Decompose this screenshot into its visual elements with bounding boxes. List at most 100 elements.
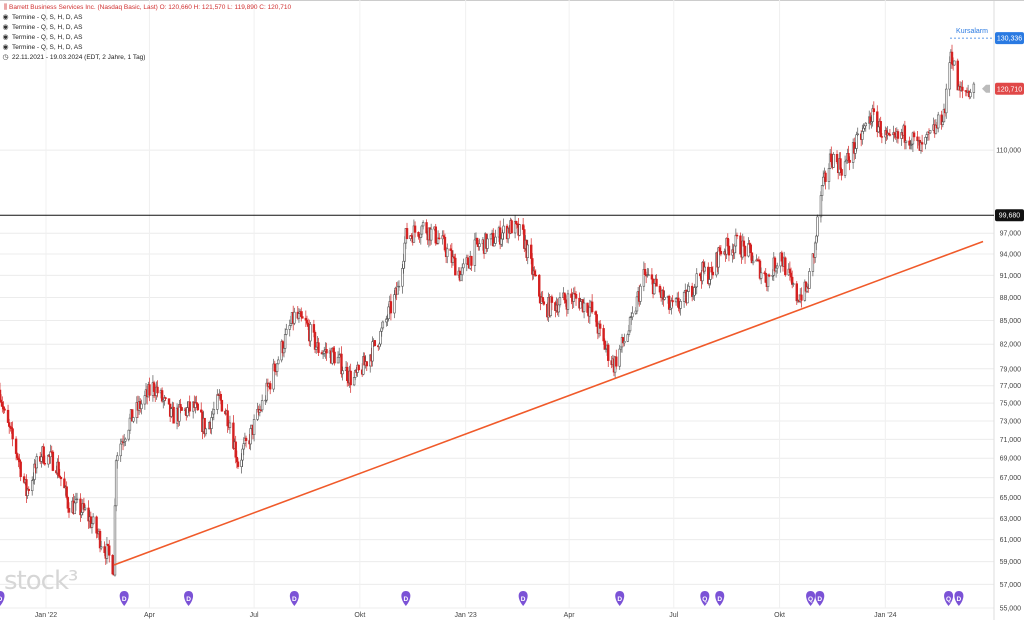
event-pin-icon — [0, 591, 5, 606]
candle-down — [475, 237, 479, 245]
candle-down — [742, 240, 746, 247]
y-tick-label: 73,000 — [1000, 418, 1022, 425]
candle-up — [116, 455, 119, 462]
eye-icon[interactable]: ◉ — [2, 14, 9, 21]
candle-up — [588, 306, 592, 317]
candle-up — [623, 340, 626, 344]
chart-legend: ⫼ Barrett Business Services Inc. (Nasdaq … — [2, 3, 291, 63]
candle-down — [172, 406, 175, 424]
legend-date-range[interactable]: ◷ 22.11.2021 - 19.03.2024 (EDT, 2 Jahre, … — [2, 53, 291, 63]
trendline — [113, 240, 984, 566]
candle-down — [602, 328, 605, 342]
eye-icon[interactable]: ◉ — [2, 44, 9, 51]
candle-up — [228, 422, 232, 428]
candle-down — [2, 406, 5, 410]
x-tick-label: Jul — [250, 612, 259, 619]
candle-up — [953, 60, 956, 66]
quarterly-event-marker[interactable]: Q — [806, 591, 816, 606]
dividend-event-marker[interactable]: D — [0, 591, 5, 606]
dividend-event-marker[interactable]: D — [119, 591, 129, 606]
candle-up — [822, 176, 825, 186]
dividend-event-marker[interactable]: D — [815, 591, 825, 606]
y-tick-label: 91,000 — [1000, 273, 1022, 280]
candle-down — [830, 153, 833, 163]
eye-icon[interactable]: ◉ — [2, 34, 9, 41]
candle-down — [888, 134, 892, 136]
candle-up — [462, 263, 465, 269]
legend-row-termine-2[interactable]: ◉ Termine - Q, S, H, D, AS — [2, 23, 291, 33]
y-tick-label: 97,000 — [1000, 231, 1022, 238]
candle-up — [582, 302, 586, 312]
candle-down — [615, 356, 618, 367]
candle-up — [212, 409, 216, 415]
x-tick-label: Jul — [669, 612, 678, 619]
candle-up — [124, 438, 127, 442]
y-tick-label: 55,000 — [1000, 606, 1022, 613]
candle-up — [486, 238, 489, 249]
eye-icon[interactable]: ◉ — [2, 24, 9, 31]
dividend-event-marker[interactable]: D — [615, 591, 625, 606]
dividend-event-marker[interactable]: D — [289, 591, 299, 606]
candle-down — [179, 404, 182, 408]
candle-down — [521, 224, 525, 230]
dividend-event-marker[interactable]: D — [401, 591, 411, 606]
candle-down — [824, 172, 827, 182]
dividend-event-marker[interactable]: D — [954, 591, 964, 606]
instrument-title[interactable]: ⫼ Barrett Business Services Inc. (Nasdaq … — [2, 3, 291, 13]
legend-row-label: Termine - Q, S, H, D, AS — [12, 34, 83, 41]
quarterly-event-marker[interactable]: Q — [700, 591, 710, 606]
candle-down — [306, 322, 310, 327]
candle-down — [643, 269, 647, 275]
quarterly-event-marker[interactable]: Q — [944, 591, 954, 606]
candle-up — [827, 168, 831, 182]
candle-down — [235, 456, 239, 463]
candle-up — [820, 185, 824, 196]
legend-row-label: Termine - Q, S, H, D, AS — [12, 14, 83, 21]
candle-down — [586, 302, 589, 313]
dividend-event-marker[interactable]: D — [184, 591, 194, 606]
candle-up — [687, 285, 690, 292]
candle-up — [937, 114, 940, 129]
candle-down — [333, 351, 336, 364]
candle-down — [42, 446, 45, 464]
candle-up — [132, 417, 135, 422]
candle-up — [972, 83, 976, 93]
candle-up — [252, 419, 256, 435]
legend-row-termine-4[interactable]: ◉ Termine - Q, S, H, D, AS — [2, 43, 291, 53]
last-price-pointer — [982, 84, 990, 93]
candle-up — [925, 134, 928, 138]
candle-up — [635, 296, 639, 312]
candle-up — [210, 417, 213, 429]
candle-down — [718, 247, 721, 252]
candle-up — [904, 140, 908, 143]
candle-down — [103, 546, 106, 554]
legend-row-termine-1[interactable]: ◉ Termine - Q, S, H, D, AS — [2, 13, 291, 23]
dividend-event-marker[interactable]: D — [715, 591, 725, 606]
candle-down — [27, 488, 30, 492]
event-pin-icon — [815, 591, 825, 606]
dividend-event-marker[interactable]: D — [518, 591, 528, 606]
last-price-badge — [995, 82, 1024, 95]
candle-up — [30, 480, 34, 492]
candle-down — [800, 294, 803, 301]
candle-down — [3, 408, 6, 411]
candle-up — [216, 394, 219, 410]
legend-row-termine-3[interactable]: ◉ Termine - Q, S, H, D, AS — [2, 33, 291, 43]
candle-down — [244, 437, 248, 441]
x-tick-label: Jan '22 — [35, 612, 57, 619]
candle-down — [413, 225, 417, 233]
candle-down — [896, 131, 900, 139]
candle-up — [792, 283, 795, 285]
candle-down — [780, 252, 784, 262]
candle-down — [466, 257, 470, 265]
candle-down — [735, 234, 739, 237]
event-pin-icon — [289, 591, 299, 606]
candle-down — [312, 324, 316, 333]
candle-up — [948, 62, 951, 90]
candle-up — [627, 330, 631, 335]
event-pin-icon — [119, 591, 129, 606]
candle-up — [877, 126, 880, 133]
candle-up — [260, 400, 264, 411]
candlestick-icon: ⫼ — [3, 4, 8, 11]
